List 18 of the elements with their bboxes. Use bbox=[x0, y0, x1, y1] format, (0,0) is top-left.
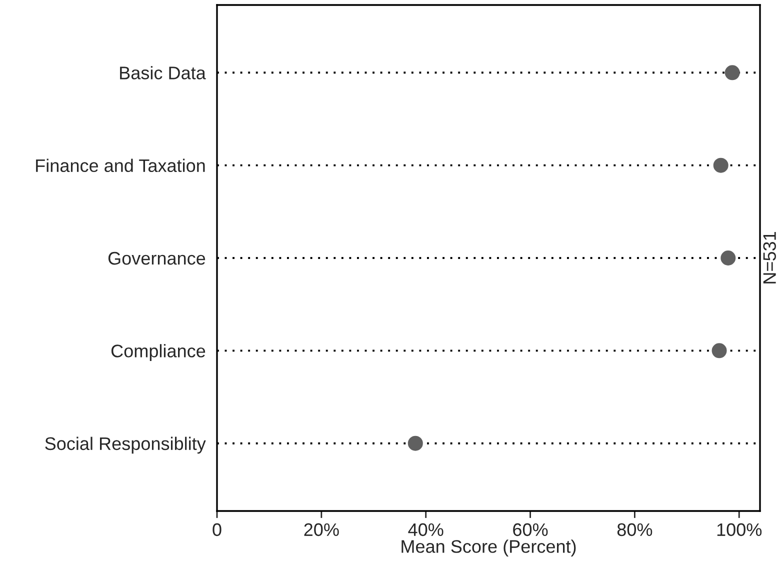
point bbox=[720, 250, 736, 266]
y-tick-label: Governance bbox=[108, 252, 206, 265]
x-tick-label: 60% bbox=[513, 523, 548, 536]
y-tick-label: Social Responsiblity bbox=[45, 436, 206, 454]
x-tick-label: 20% bbox=[304, 523, 339, 536]
x-tick-label: 40% bbox=[408, 523, 444, 536]
x-axis-title: Mean Score (Percent) bbox=[402, 540, 576, 556]
y-tick-label: Compliance bbox=[111, 344, 206, 361]
y-tick-label: Basic Data bbox=[120, 66, 206, 80]
y-tick-label: Finance and Taxation bbox=[36, 158, 205, 172]
x-tick-label: 80% bbox=[617, 523, 652, 536]
text: N=531 bbox=[763, 232, 776, 284]
x-tick-label: 0 bbox=[212, 523, 222, 536]
point bbox=[713, 158, 728, 173]
point bbox=[408, 436, 423, 451]
point bbox=[712, 343, 727, 358]
point bbox=[724, 65, 740, 80]
x-tick-label: 100% bbox=[717, 523, 762, 536]
